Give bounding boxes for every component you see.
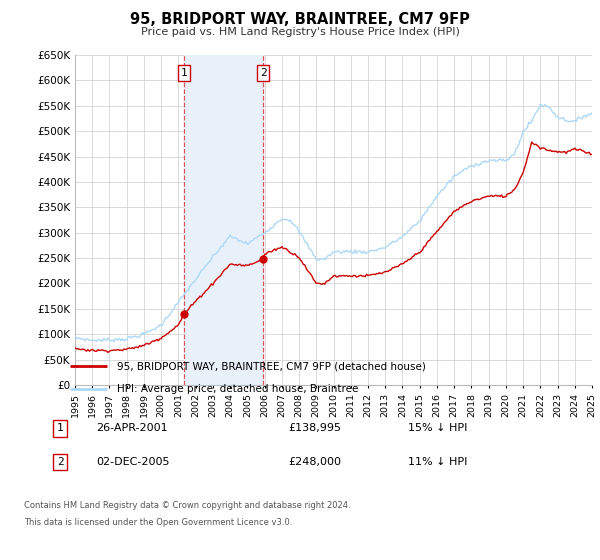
Text: HPI: Average price, detached house, Braintree: HPI: Average price, detached house, Brai… [118,384,359,394]
Text: 95, BRIDPORT WAY, BRAINTREE, CM7 9FP: 95, BRIDPORT WAY, BRAINTREE, CM7 9FP [130,12,470,27]
Text: 2: 2 [260,68,266,78]
Text: 95, BRIDPORT WAY, BRAINTREE, CM7 9FP (detached house): 95, BRIDPORT WAY, BRAINTREE, CM7 9FP (de… [118,361,426,371]
Text: 02-DEC-2005: 02-DEC-2005 [96,457,170,467]
Text: £138,995: £138,995 [288,423,341,433]
Text: 1: 1 [56,423,64,433]
Text: 1: 1 [181,68,187,78]
Bar [184,55,263,385]
Text: This data is licensed under the Open Government Licence v3.0.: This data is licensed under the Open Gov… [24,518,292,527]
Text: 26-APR-2001: 26-APR-2001 [96,423,167,433]
Text: 2: 2 [56,457,64,467]
Text: £248,000: £248,000 [288,457,341,467]
Text: 11% ↓ HPI: 11% ↓ HPI [408,457,467,467]
Text: Price paid vs. HM Land Registry's House Price Index (HPI): Price paid vs. HM Land Registry's House … [140,27,460,37]
Text: Contains HM Land Registry data © Crown copyright and database right 2024.: Contains HM Land Registry data © Crown c… [24,501,350,510]
Text: 15% ↓ HPI: 15% ↓ HPI [408,423,467,433]
